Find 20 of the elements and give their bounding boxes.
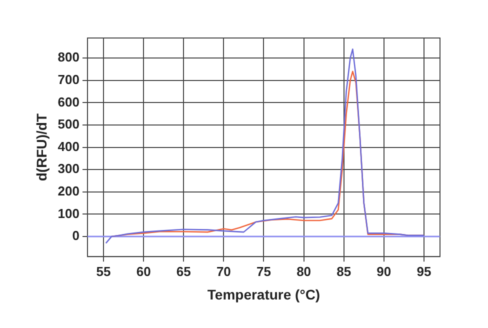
x-tick-label: 95 — [416, 264, 432, 279]
y-tick-label: 100 — [58, 206, 80, 221]
y-tick-label: 0 — [72, 228, 80, 244]
y-axis-title: d(RFU)/dT — [33, 113, 50, 182]
y-tick-label: 400 — [58, 138, 80, 154]
y-tick-label: 700 — [58, 72, 80, 87]
y-tick-label: 800 — [58, 50, 80, 65]
y-tick-label: 300 — [58, 161, 80, 176]
x-tick-label: 70 — [216, 264, 231, 279]
x-tick-label: 65 — [176, 264, 191, 279]
x-tick-label: 75 — [256, 264, 271, 279]
x-tick-label: 85 — [336, 264, 352, 279]
y-tick-label: 500 — [58, 116, 80, 132]
x-tick-label: 90 — [376, 264, 392, 279]
x-tick-label: 55 — [96, 264, 111, 279]
x-axis-title: Temperature (°C) — [207, 286, 320, 302]
x-tick-label: 80 — [296, 264, 312, 279]
x-tick-label: 60 — [136, 264, 151, 279]
y-tick-label: 600 — [58, 94, 80, 110]
y-tick-label: 200 — [58, 183, 80, 198]
